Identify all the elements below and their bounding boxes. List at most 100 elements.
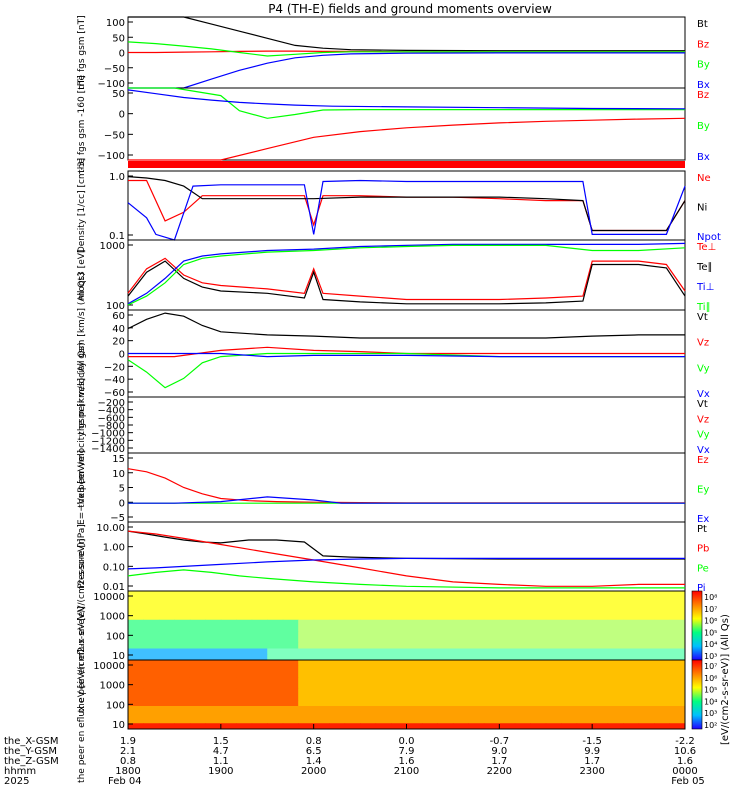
y-tick-label: 10000 [93,592,125,603]
heatmap-cell [189,688,206,695]
heatmap-cell [654,596,671,603]
heatmap-cell [514,619,531,626]
heatmap-cell [329,648,346,655]
heatmap-cell [344,637,361,644]
heatmap-cell [468,608,485,615]
heatmap-cell [669,619,686,626]
heatmap-cell [669,660,686,667]
heatmap-cell [251,602,268,609]
heatmap-cell [499,694,516,701]
heatmap-cell [143,683,160,690]
heatmap-cell [421,654,438,661]
heatmap-cell [406,614,423,621]
panel-4: 1000 100 moqt3 [eV] Te⊥ Te∥ Ti⊥ Ti∥ [77,239,716,313]
heatmap-cell [189,683,206,690]
panel-1: 100 50 0 −50 −100 the fgs gsm [nT] Bt Bz By Bx [77,15,710,91]
heatmap-cell [251,683,268,690]
heatmap-cell [329,596,346,603]
heatmap-cell [499,648,516,655]
heatmap-cell [654,688,671,695]
heatmap-cell [205,677,222,684]
colorbar-tick-label: 10⁸ [704,593,717,602]
heatmap-cell [158,665,175,672]
heatmap-cell [669,665,686,672]
series-npot-line [127,179,686,241]
heatmap-cell [468,642,485,649]
heatmap-cell [298,637,315,644]
heatmap-cell [406,683,423,690]
heatmap-cell [158,717,175,724]
heatmap-cell [236,700,253,707]
heatmap-cell [391,631,407,638]
heatmap-cell [499,723,516,730]
heatmap-cell [251,660,268,667]
heatmap-cell [514,596,531,603]
x-tick-label: 2100 [394,766,419,777]
heatmap-cell [391,602,407,609]
heatmap-cell [329,677,346,684]
heatmap-cell [638,700,655,707]
heatmap-cell [669,648,686,655]
heatmap-cell [329,608,346,615]
y-axis-label: moqt3 [eV] [77,250,87,301]
heatmap-cell [251,608,268,615]
heatmap-cell [545,671,562,678]
panel-2: 50 0 −50 −100 the fgs gsm -160 [nT] Bz By Bx [77,75,710,173]
heatmap-cell [344,614,361,621]
heatmap-cell [499,671,516,678]
heatmap-cell [158,711,175,718]
heatmap-cell [128,711,144,718]
heatmap-cell [236,648,253,655]
heatmap-cell [313,631,330,638]
heatmap-cell [545,694,562,701]
y-tick-label: 50 [112,33,125,44]
heatmap-cell [391,654,407,661]
heatmap-cell [530,602,547,609]
colorbar-label: [eV/(cm2-s-sr-eV)] (All Qs) [720,614,731,745]
heatmap-cell [654,711,671,718]
heatmap-cell [638,654,655,661]
heatmap-cell [282,596,299,603]
heatmap-cell [576,637,593,644]
heatmap-cell [530,700,547,707]
heatmap-cell [638,688,655,695]
heatmap-cell [669,688,686,695]
heatmap-cell [174,717,191,724]
heatmap-cell [561,671,578,678]
heatmap-cell [561,723,578,730]
heatmap-cell [406,642,423,649]
heatmap-cell [452,631,469,638]
heatmap-cell [421,671,438,678]
heatmap-cell [421,596,438,603]
heatmap-cell [638,711,655,718]
heatmap-cell [143,625,160,632]
y-axis-label: Pressure [nPa] [77,524,87,589]
colorbar-tick-label: 10³ [704,709,717,718]
heatmap-cell [329,688,346,695]
heatmap-cell [406,631,423,638]
heatmap-cell [437,625,454,632]
x-tick-label: 1.5 [213,736,229,747]
heatmap-cell [607,706,624,713]
heatmap-cell [298,591,315,598]
y-tick-label: −100 [98,151,125,162]
heatmap-cell [452,614,469,621]
heatmap-cell [158,683,175,690]
heatmap-cell [236,683,253,690]
heatmap-cell [452,608,469,615]
heatmap-cell [329,642,346,649]
heatmap-cell [468,614,485,621]
heatmap-cell [174,671,191,678]
y-tick-label: −1400 [91,444,125,455]
heatmap-cell [313,608,330,615]
heatmap-cell [483,602,500,609]
heatmap-cell [282,700,299,707]
heatmap-cell [530,637,547,644]
heatmap-cell [189,706,206,713]
heatmap-cell [236,694,253,701]
heatmap-cell [638,648,655,655]
heatmap-cell [499,688,516,695]
heatmap-cell [623,723,640,730]
x-tick-label: 9.0 [491,746,507,757]
heatmap-cell [143,654,160,661]
